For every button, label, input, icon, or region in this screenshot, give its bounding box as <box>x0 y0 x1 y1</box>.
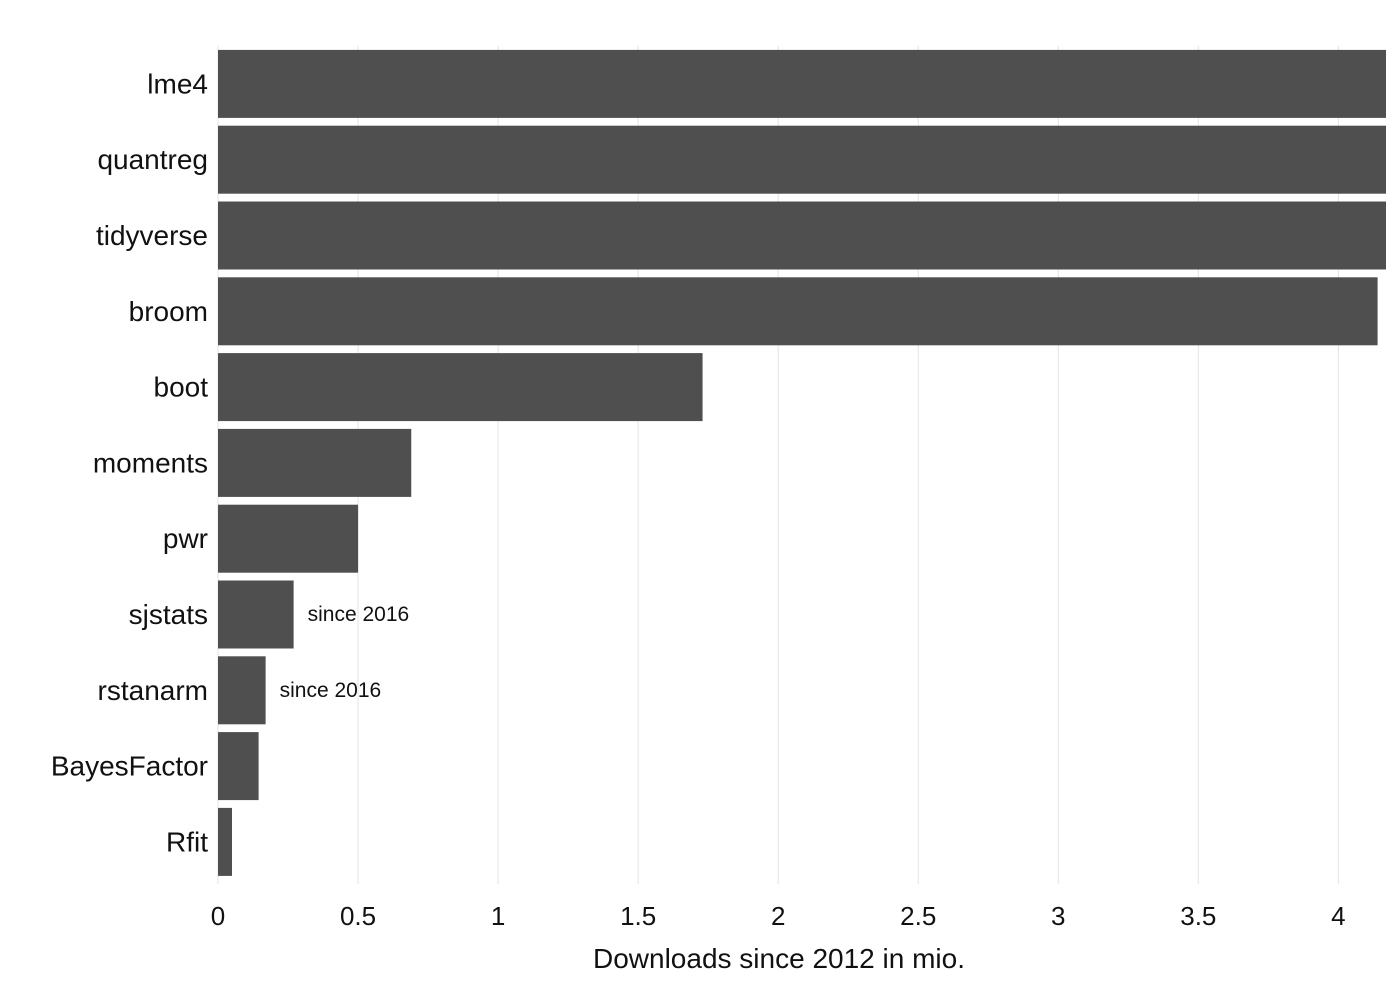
x-tick-label: 4 <box>1331 901 1345 931</box>
x-tick-labels: 0 0.5 1 1.5 2 2.5 3 3.5 4 <box>211 901 1346 931</box>
bar-tidyverse <box>218 201 1386 270</box>
x-tick-label: 0 <box>211 901 225 931</box>
category-label: pwr <box>163 523 208 554</box>
bar-rstanarm <box>218 656 266 725</box>
bar-annotation: since 2016 <box>280 679 382 702</box>
x-tick-label: 2.5 <box>900 901 936 931</box>
category-label: boot <box>154 372 209 403</box>
category-label: tidyverse <box>96 220 208 251</box>
category-label: rstanarm <box>98 675 208 706</box>
x-tick-label: 1 <box>491 901 505 931</box>
bar-Rfit <box>218 807 233 876</box>
x-tick-label: 2 <box>771 901 785 931</box>
bar-BayesFactor <box>218 732 259 801</box>
category-labels: lme4 quantreg tidyverse broom boot moments pwr… <box>51 68 208 857</box>
category-label: BayesFactor <box>51 751 208 782</box>
category-label: quantreg <box>97 144 208 175</box>
bars <box>218 49 1386 876</box>
x-tick-label: 1.5 <box>620 901 656 931</box>
bar-boot <box>218 353 703 422</box>
x-tick-label: 0.5 <box>340 901 376 931</box>
category-label: Rfit <box>166 826 208 857</box>
bar-lme4 <box>218 49 1386 118</box>
category-label: sjstats <box>129 599 208 630</box>
bar-sjstats <box>218 580 294 649</box>
category-label: lme4 <box>147 68 208 99</box>
bar-quantreg <box>218 125 1386 194</box>
category-label: moments <box>93 447 208 478</box>
bar-annotation: since 2016 <box>308 603 410 626</box>
x-axis-title: Downloads since 2012 in mio. <box>593 943 965 974</box>
bar-moments <box>218 428 412 497</box>
category-label: broom <box>129 296 208 327</box>
bar-pwr <box>218 504 359 573</box>
bar-broom <box>218 277 1378 346</box>
x-tick-label: 3.5 <box>1180 901 1216 931</box>
x-tick-label: 3 <box>1051 901 1065 931</box>
bar-annotations: since 2016 since 2016 <box>280 603 410 702</box>
